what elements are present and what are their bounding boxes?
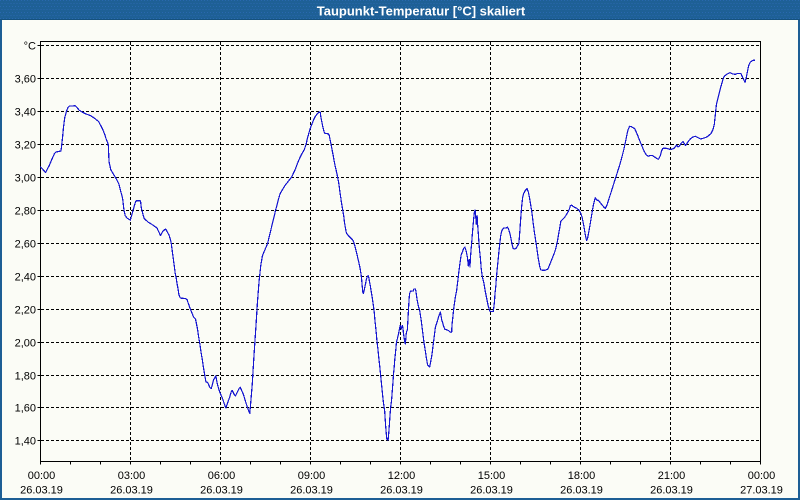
svg-text:2,60: 2,60 (15, 239, 36, 251)
svg-text:26.03.19: 26.03.19 (110, 485, 153, 497)
svg-text:00:00: 00:00 (28, 470, 56, 482)
svg-text:21:00: 21:00 (658, 470, 686, 482)
svg-text:03:00: 03:00 (118, 470, 146, 482)
svg-text:3,00: 3,00 (15, 173, 36, 185)
svg-text:27.03.19: 27.03.19 (740, 485, 783, 497)
svg-text:3,40: 3,40 (15, 107, 36, 119)
svg-text:26.03.19: 26.03.19 (650, 485, 693, 497)
svg-text:2,00: 2,00 (15, 338, 36, 350)
svg-text:26.03.19: 26.03.19 (200, 485, 243, 497)
svg-text:1,80: 1,80 (15, 371, 36, 383)
svg-text:18:00: 18:00 (568, 470, 596, 482)
svg-text:26.03.19: 26.03.19 (20, 485, 63, 497)
svg-text:26.03.19: 26.03.19 (290, 485, 333, 497)
svg-text:2,40: 2,40 (15, 272, 36, 284)
svg-text:1,60: 1,60 (15, 403, 36, 415)
svg-text:15:00: 15:00 (478, 470, 506, 482)
svg-text:2,20: 2,20 (15, 305, 36, 317)
svg-text:26.03.19: 26.03.19 (560, 485, 603, 497)
svg-text:1,40: 1,40 (15, 436, 36, 448)
svg-text:06:00: 06:00 (208, 470, 236, 482)
svg-text:26.03.19: 26.03.19 (470, 485, 513, 497)
svg-text:00:00: 00:00 (748, 470, 776, 482)
svg-text:°C: °C (24, 41, 36, 53)
svg-text:09:00: 09:00 (298, 470, 326, 482)
svg-text:26.03.19: 26.03.19 (380, 485, 423, 497)
svg-text:3,20: 3,20 (15, 140, 36, 152)
svg-text:2,80: 2,80 (15, 206, 36, 218)
svg-text:12:00: 12:00 (388, 470, 416, 482)
svg-text:Taupunkt-Temperatur [°C] skali: Taupunkt-Temperatur [°C] skaliert (317, 4, 526, 19)
svg-text:3,60: 3,60 (15, 74, 36, 86)
